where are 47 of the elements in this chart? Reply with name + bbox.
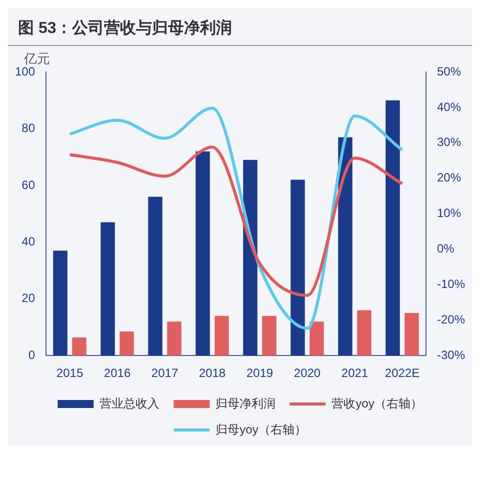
bar [196,151,210,356]
bar [53,250,68,356]
y2-tick-label: -10% [436,277,466,292]
legend-label: 营收yoy（右轴） [332,396,422,410]
y-tick-label: 40 [22,234,36,248]
y-tick-label: 80 [22,121,36,136]
y2-tick-label: 0% [436,242,455,256]
y2-tick-label: -20% [436,312,466,326]
y-axis-title: 亿元 [23,51,50,66]
chart-title: 图 53：公司营收与归母净利润 [8,8,472,46]
bar [100,222,115,356]
bar [148,196,162,356]
x-tick-label: 2016 [104,366,131,380]
bar [386,100,400,356]
bar [72,337,86,356]
x-tick-label: 2020 [294,366,321,380]
y2-tick-label: 20% [436,170,462,185]
bar [120,331,134,356]
x-tick-label: 2017 [151,366,178,380]
y-tick-label: 20 [22,291,36,306]
y-tick-label: 100 [14,64,36,78]
x-tick-label: 2015 [56,366,84,380]
legend-label: 归母yoy（右轴） [216,422,306,436]
bar [404,313,419,356]
x-tick-label: 2019 [246,366,274,380]
y2-tick-label: 40% [436,100,462,114]
bar [214,316,229,356]
x-tick-label: 2018 [198,366,226,380]
bar [338,137,352,356]
line-series [68,106,404,330]
x-tick-label: 2022E [384,366,420,380]
y2-tick-label: -30% [436,348,466,362]
x-tick-label: 2021 [341,366,368,380]
bar [357,310,372,356]
y2-tick-label: 30% [436,135,462,150]
y-tick-label: 60 [22,178,36,192]
legend-label: 归母净利润 [216,396,276,410]
bar [310,322,324,356]
bar [262,316,276,356]
y2-tick-label: 10% [436,206,462,220]
bar [243,160,258,356]
y-tick-label: 0 [28,348,36,362]
line-series [68,146,404,297]
legend-label: 营业总收入 [100,396,160,410]
y2-tick-label: 50% [436,64,462,78]
bar [167,322,182,356]
bar [290,180,305,356]
